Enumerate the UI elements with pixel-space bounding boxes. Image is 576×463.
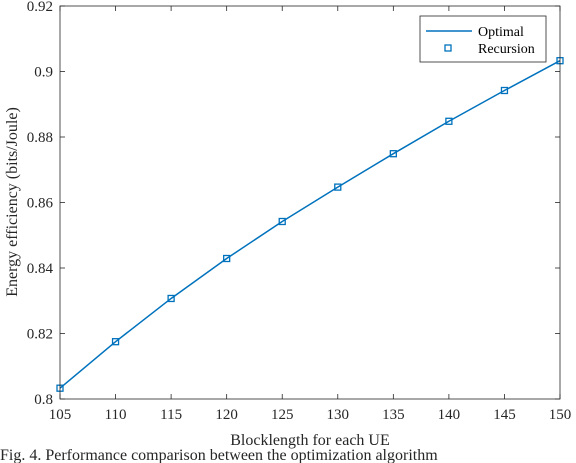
y-tick-label: 0.86 — [27, 196, 54, 212]
x-tick-label: 105 — [49, 407, 72, 423]
x-tick-label: 130 — [327, 407, 350, 423]
x-tick-label: 145 — [493, 407, 516, 423]
recursion-marker — [223, 254, 231, 263]
legend-optimal-label: Optimal — [478, 25, 524, 40]
x-tick-label: 115 — [160, 407, 182, 423]
x-tick-label: 140 — [438, 407, 461, 423]
x-axis-label: Blocklength for each UE — [230, 432, 390, 449]
legend-box — [419, 15, 547, 63]
y-tick-label: 0.82 — [27, 327, 53, 343]
recursion-marker — [389, 150, 397, 158]
x-tick-label: 125 — [271, 407, 294, 423]
y-axis-ticks: 0.8 0.82 0.84 0.86 0.88 0.9 0.92 — [27, 0, 560, 408]
recursion-marker — [167, 294, 175, 303]
y-tick-label: 0.84 — [27, 261, 54, 277]
y-tick-label: 0.88 — [27, 130, 53, 146]
x-tick-label: 135 — [382, 407, 405, 423]
legend-recursion-label: Recursion — [478, 42, 535, 57]
figure-caption: Fig. 4. Performance comparison between t… — [0, 449, 438, 463]
recursion-marker — [334, 183, 342, 191]
x-tick-label: 110 — [105, 407, 127, 423]
recursion-marker — [111, 338, 120, 346]
recursion-marker — [278, 217, 286, 226]
y-tick-label: 0.8 — [34, 392, 53, 408]
series-optimal-line — [59, 60, 561, 389]
plot-area — [60, 6, 560, 399]
recursion-marker — [445, 117, 453, 125]
x-tick-label: 150 — [549, 407, 572, 423]
legend-recursion-marker — [444, 44, 452, 52]
y-tick-label: 0.92 — [27, 0, 53, 15]
legend: Optimal Recursion — [419, 15, 547, 63]
y-tick-label: 0.9 — [34, 65, 53, 81]
recursion-marker — [500, 86, 509, 95]
x-axis-ticks: 105 110 115 120 125 130 135 140 145 150 — [49, 6, 572, 423]
x-tick-label: 120 — [215, 407, 238, 423]
y-axis-label: Energy efficiency (bits/Joule) — [4, 107, 21, 297]
